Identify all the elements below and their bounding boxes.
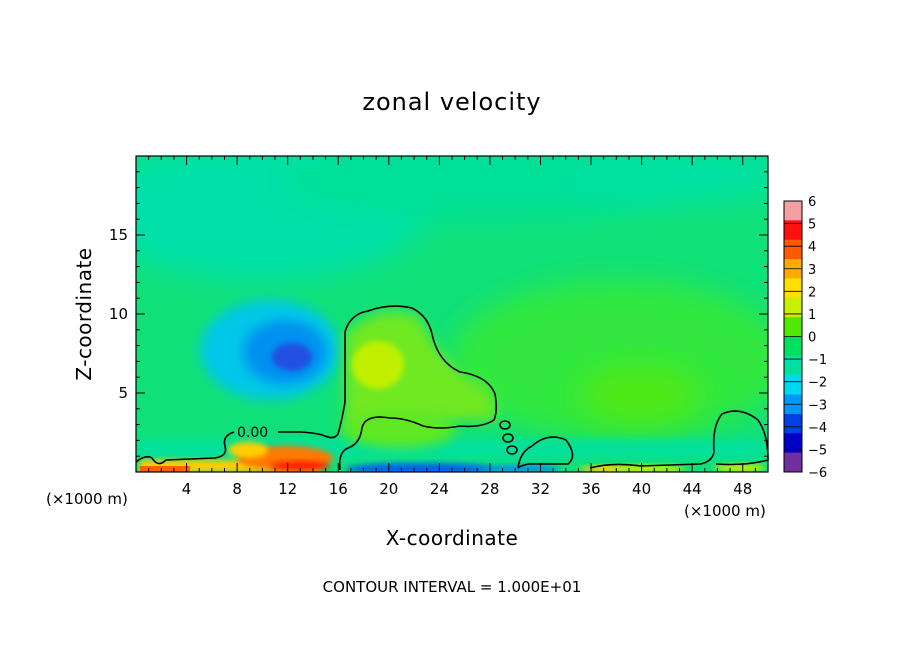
x-tick-label: 24 [430,480,449,498]
x-unit-left: (×1000 m) [46,490,128,508]
colorbar-tick-label: −6 [808,466,827,481]
x-tick-label: 4 [182,480,192,498]
colorbar-bin [784,355,802,376]
colorbar-bin [784,220,802,241]
x-unit-right: (×1000 m) [684,502,766,520]
x-tick-label: 20 [379,480,398,498]
contour-interval-note: CONTOUR INTERVAL = 1.000E+01 [322,578,582,596]
x-tick-label: 12 [278,480,297,498]
colorbar-tick-label: 0 [808,331,816,346]
x-tick-label: 44 [683,480,702,498]
x-tick-label: 48 [733,480,752,498]
colorbar-tick-label: −2 [808,376,827,391]
colorbar-bin [784,278,802,299]
colorbar-bin [784,375,802,396]
colorbar-tick-label: 6 [808,195,816,210]
colorbar-bin [784,297,802,318]
y-axis-label: Z-coordinate [72,247,96,381]
y-tick-label: 5 [118,384,128,402]
y-tick-label: 10 [109,305,128,323]
colorbar-tick-label: −1 [808,353,827,368]
contour-label: 0.00 [237,425,268,441]
colorbar-bin [784,433,802,454]
y-tick-label: 15 [109,226,128,244]
chart-title: zonal velocity [362,88,542,116]
colorbar-tick-label: 1 [808,308,816,323]
colorbar-bin [784,336,802,357]
x-tick-label: 32 [531,480,550,498]
colorbar-bin [784,201,802,221]
x-tick-label: 8 [232,480,242,498]
x-tick-label: 16 [329,480,348,498]
colorbar-bin [784,413,802,434]
colorbar-tick-label: 5 [808,218,816,233]
colorbar-tick-label: 3 [808,263,816,278]
colorbar-tick-label: −5 [808,443,827,458]
x-axis-label: X-coordinate [385,526,519,550]
colorbar-bin [784,452,802,473]
colorbar-tick-label: −4 [808,421,827,436]
colorbar-bin [784,317,802,337]
heatmap-field [136,156,768,472]
colorbar: 6 5 4 3 2 1 0 −1 −2 −3 −4 −5 −6 [783,195,827,481]
colorbar-bin [784,239,802,260]
x-tick-label: 36 [581,480,600,498]
x-tick-label: 28 [480,480,499,498]
colorbar-tick-label: 2 [808,285,816,300]
colorbar-tick-label: −3 [808,398,827,413]
colorbar-tick-label: 4 [808,240,816,255]
x-tick-label: 40 [632,480,651,498]
axis-ticks [136,156,768,472]
